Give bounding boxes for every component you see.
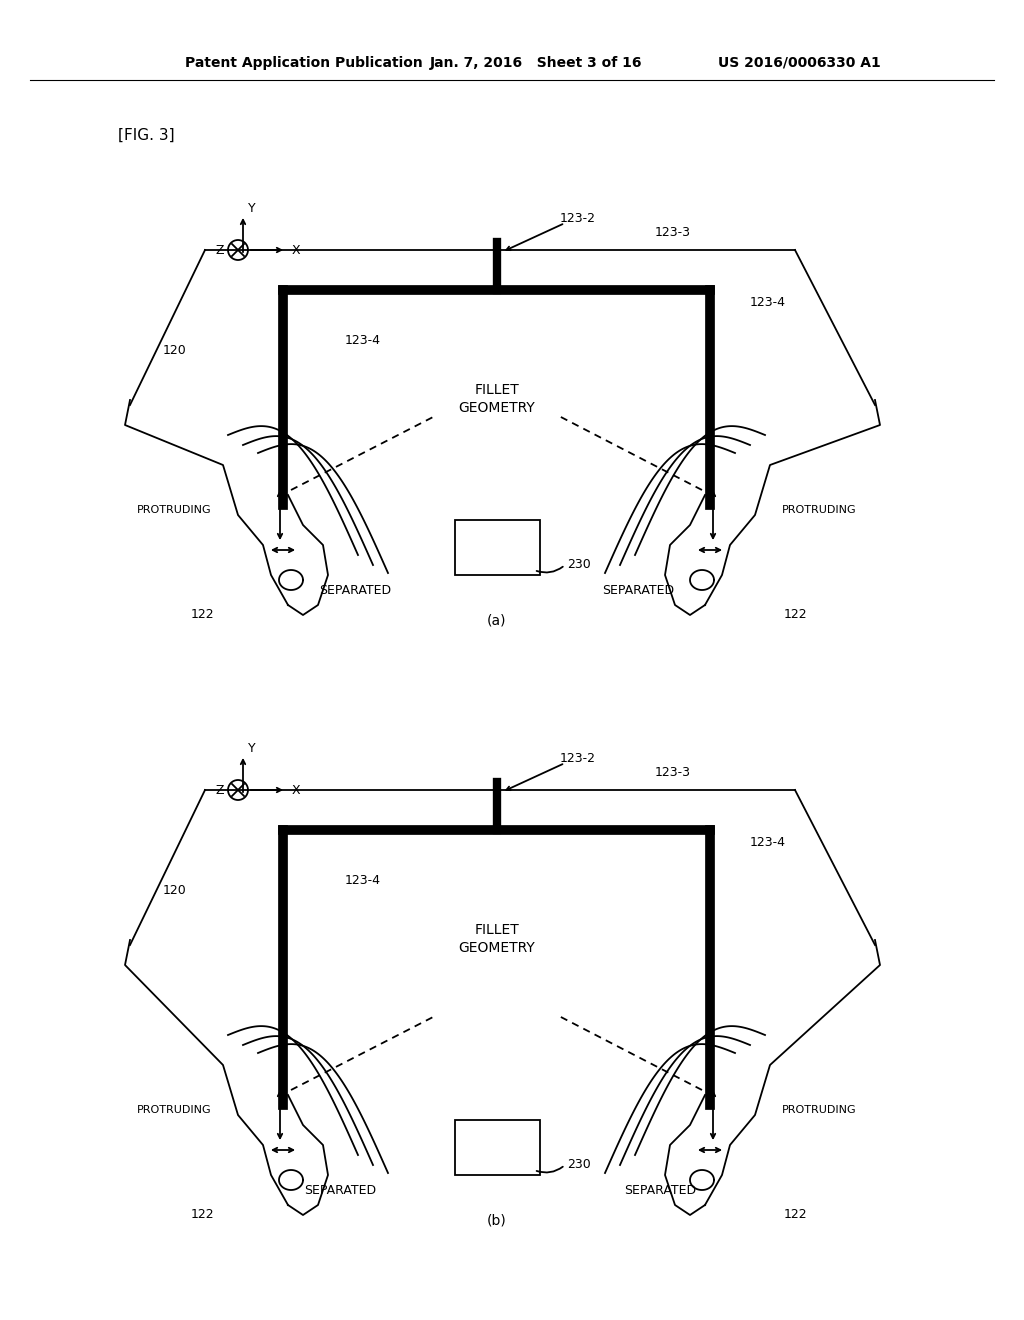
Text: 230: 230 — [567, 1159, 591, 1172]
Text: 123-4: 123-4 — [750, 836, 786, 849]
Text: 123-2: 123-2 — [560, 211, 596, 224]
Text: X: X — [292, 784, 301, 796]
Text: US 2016/0006330 A1: US 2016/0006330 A1 — [718, 55, 881, 70]
Text: Z: Z — [215, 243, 224, 256]
Text: 122: 122 — [190, 1209, 214, 1221]
Text: Y: Y — [248, 742, 256, 755]
Text: Y: Y — [248, 202, 256, 214]
Text: 120: 120 — [163, 343, 186, 356]
Text: (b): (b) — [487, 1213, 507, 1228]
Text: Patent Application Publication: Patent Application Publication — [185, 55, 423, 70]
Bar — [455, 520, 540, 576]
Text: Jan. 7, 2016   Sheet 3 of 16: Jan. 7, 2016 Sheet 3 of 16 — [430, 55, 642, 70]
Text: 122: 122 — [783, 1209, 807, 1221]
Text: PROTRUDING: PROTRUDING — [136, 506, 211, 515]
Text: 122: 122 — [190, 609, 214, 622]
Text: (a): (a) — [487, 612, 507, 627]
Text: GEOMETRY: GEOMETRY — [459, 401, 536, 414]
Text: 123-2: 123-2 — [560, 751, 596, 764]
Text: SEPARATED: SEPARATED — [602, 583, 674, 597]
Text: 123-4: 123-4 — [345, 334, 381, 346]
Text: FILLET: FILLET — [475, 383, 519, 397]
Text: 120: 120 — [163, 883, 186, 896]
Text: PROTRUDING: PROTRUDING — [782, 1105, 857, 1115]
Text: [FIG. 3]: [FIG. 3] — [118, 128, 175, 143]
Text: 230: 230 — [567, 558, 591, 572]
Text: SEPARATED: SEPARATED — [318, 583, 391, 597]
Text: FILLET: FILLET — [475, 923, 519, 937]
Text: 123-3: 123-3 — [655, 766, 691, 779]
Text: 123-4: 123-4 — [345, 874, 381, 887]
Text: 123-4: 123-4 — [750, 296, 786, 309]
Text: SEPARATED: SEPARATED — [304, 1184, 376, 1196]
Text: PROTRUDING: PROTRUDING — [136, 1105, 211, 1115]
Text: SEPARATED: SEPARATED — [624, 1184, 696, 1196]
Text: 122: 122 — [783, 609, 807, 622]
Bar — [455, 1119, 540, 1175]
Text: 123-3: 123-3 — [655, 226, 691, 239]
Text: X: X — [292, 243, 301, 256]
Text: PROTRUDING: PROTRUDING — [782, 506, 857, 515]
Text: GEOMETRY: GEOMETRY — [459, 941, 536, 954]
Text: Z: Z — [215, 784, 224, 796]
